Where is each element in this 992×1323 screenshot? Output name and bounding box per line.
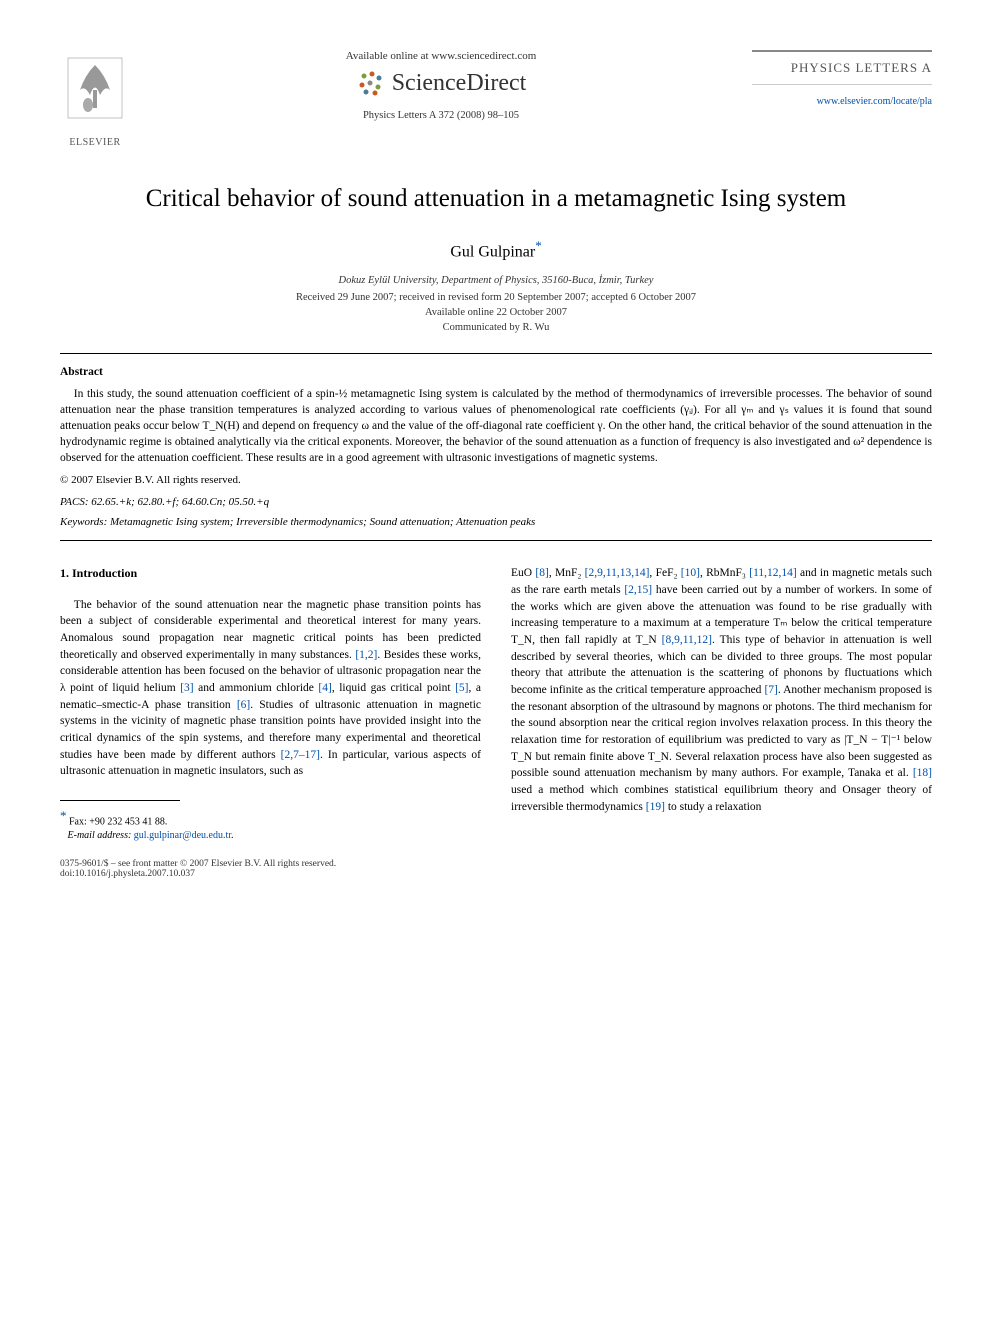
pacs-line: PACS: 62.65.+k; 62.80.+f; 64.60.Cn; 05.5…: [60, 496, 932, 508]
keywords-line: Keywords: Metamagnetic Ising system; Irr…: [60, 516, 932, 528]
page-footer: 0375-9601/$ – see front matter © 2007 El…: [60, 859, 932, 879]
footer-copyright: 0375-9601/$ – see front matter © 2007 El…: [60, 859, 932, 869]
right-header: PHYSICS LETTERS A www.elsevier.com/locat…: [752, 50, 932, 109]
section-heading: 1. Introduction: [60, 565, 481, 582]
intro-paragraph-left: The behavior of the sound attenuation ne…: [60, 597, 481, 780]
divider: [60, 540, 932, 541]
author-name: Gul Gulpinar: [450, 243, 535, 260]
citation-link[interactable]: [18]: [913, 767, 932, 779]
affiliation: Dokuz Eylül University, Department of Ph…: [60, 275, 932, 286]
elsevier-tree-icon: [60, 50, 130, 130]
journal-reference: Physics Letters A 372 (2008) 98–105: [150, 110, 732, 121]
author-line: Gul Gulpinar*: [60, 238, 932, 261]
article-title: Critical behavior of sound attenuation i…: [60, 183, 932, 216]
footnote-rule: [60, 800, 180, 801]
center-header: Available online at www.sciencedirect.co…: [130, 50, 752, 121]
sciencedirect-logo: ScienceDirect: [150, 68, 732, 98]
footnote-fax: * Fax: +90 232 453 41 88.: [60, 807, 481, 829]
journal-url-link[interactable]: www.elsevier.com/locate/pla: [817, 96, 932, 107]
intro-paragraph-right: EuO [8], MnF₂ [2,9,11,13,14], FeF₂ [10],…: [511, 565, 932, 815]
online-date: Available online 22 October 2007: [60, 307, 932, 318]
divider: [60, 353, 932, 354]
keywords-text: Metamagnetic Ising system; Irreversible …: [110, 516, 535, 528]
communicated-by: Communicated by R. Wu: [60, 322, 932, 333]
sciencedirect-icon: [356, 68, 386, 98]
corresponding-star-icon: *: [535, 238, 542, 253]
footer-doi: doi:10.1016/j.physleta.2007.10.037: [60, 869, 932, 879]
citation-link[interactable]: [3]: [180, 682, 193, 694]
footnote-email: E-mail address: gul.gulpinar@deu.edu.tr.: [60, 829, 481, 843]
elsevier-label: ELSEVIER: [60, 137, 130, 148]
left-column: 1. Introduction The behavior of the soun…: [60, 565, 481, 843]
citation-link[interactable]: [7]: [764, 684, 777, 696]
citation-link[interactable]: [10]: [681, 567, 700, 579]
abstract-heading: Abstract: [60, 366, 932, 378]
citation-link[interactable]: [1,2]: [355, 649, 377, 661]
pacs-codes: 62.65.+k; 62.80.+f; 64.60.Cn; 05.50.+q: [91, 496, 269, 508]
elsevier-logo: ELSEVIER: [60, 50, 130, 148]
keywords-label: Keywords:: [60, 516, 107, 528]
citation-link[interactable]: [19]: [646, 801, 665, 813]
journal-name: PHYSICS LETTERS A: [752, 50, 932, 85]
citation-link[interactable]: [4]: [318, 682, 331, 694]
paper-page: ELSEVIER Available online at www.science…: [0, 0, 992, 919]
footnote: * Fax: +90 232 453 41 88. E-mail address…: [60, 807, 481, 843]
abstract-body: In this study, the sound attenuation coe…: [60, 388, 932, 464]
citation-link[interactable]: [8]: [535, 567, 548, 579]
copyright: © 2007 Elsevier B.V. All rights reserved…: [60, 474, 932, 486]
available-online-text: Available online at www.sciencedirect.co…: [150, 50, 732, 62]
right-column: EuO [8], MnF₂ [2,9,11,13,14], FeF₂ [10],…: [511, 565, 932, 843]
citation-link[interactable]: [6]: [237, 699, 250, 711]
star-icon: *: [60, 808, 67, 823]
sciencedirect-name: ScienceDirect: [392, 70, 527, 97]
citation-link[interactable]: [2,15]: [624, 584, 652, 596]
pacs-label: PACS:: [60, 496, 89, 508]
received-dates: Received 29 June 2007; received in revis…: [60, 292, 932, 303]
email-link[interactable]: gul.gulpinar@deu.edu.tr: [134, 830, 231, 841]
citation-link[interactable]: [2,9,11,13,14]: [585, 567, 650, 579]
citation-link[interactable]: [2,7–17]: [281, 749, 320, 761]
body-columns: 1. Introduction The behavior of the soun…: [60, 565, 932, 843]
abstract-text: In this study, the sound attenuation coe…: [60, 386, 932, 466]
citation-link[interactable]: [11,12,14]: [749, 567, 796, 579]
header-row: ELSEVIER Available online at www.science…: [60, 50, 932, 148]
citation-link[interactable]: [5]: [455, 682, 468, 694]
citation-link[interactable]: [8,9,11,12]: [662, 634, 712, 646]
